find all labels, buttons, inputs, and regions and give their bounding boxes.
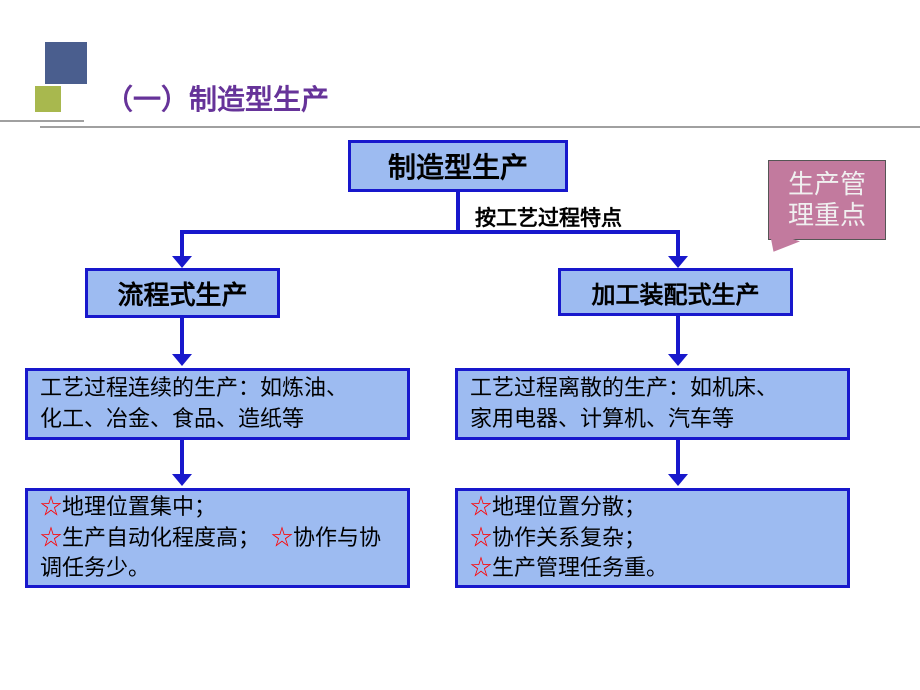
arrow-flow-desc-head (172, 354, 192, 366)
arrow-label: 按工艺过程特点 (475, 202, 622, 232)
assembly-desc-line1: 工艺过程离散的生产：如机床、 (470, 373, 835, 404)
title-line-main (40, 126, 920, 128)
split-horizontal (180, 230, 680, 234)
flow-desc-line2: 化工、冶金、食品、造纸等 (40, 404, 395, 435)
node-flow-label: 流程式生产 (117, 275, 247, 312)
arrow-assembly-points-head (668, 474, 688, 486)
arrow-flow-points (180, 440, 184, 476)
assembly-desc-line2: 家用电器、计算机、汽车等 (470, 404, 835, 435)
title-line-top (0, 120, 84, 122)
arrow-right-head (668, 256, 688, 268)
arrow-root-down (456, 192, 460, 232)
node-assembly-label: 加工装配式生产 (592, 275, 760, 310)
flow-desc-line1: 工艺过程连续的生产：如炼油、 (40, 373, 395, 404)
flow-points-content: ☆地理位置集中；☆生产自动化程度高； ☆协作与协调任务少。 (40, 492, 395, 584)
node-root-label: 制造型生产 (388, 146, 528, 186)
assembly-points-content: ☆地理位置分散；☆协作关系复杂；☆生产管理任务重。 (470, 492, 835, 584)
arrow-flow-points-head (172, 474, 192, 486)
node-flow-desc: 工艺过程连续的生产：如炼油、 化工、冶金、食品、造纸等 (25, 368, 410, 440)
callout-management-focus: 生产管 理重点 (768, 160, 886, 240)
arrow-right-down (676, 230, 680, 258)
arrow-flow-desc (180, 318, 184, 356)
node-assembly: 加工装配式生产 (558, 268, 793, 316)
node-root: 制造型生产 (348, 140, 568, 192)
arrow-assembly-desc-head (668, 354, 688, 366)
arrow-left-down (180, 230, 184, 258)
page-title: （一）制造型生产 (105, 78, 329, 118)
arrow-assembly-desc (676, 316, 680, 356)
arrow-left-head (172, 256, 192, 268)
node-flow: 流程式生产 (85, 268, 280, 318)
node-flow-points: ☆地理位置集中；☆生产自动化程度高； ☆协作与协调任务少。 (25, 488, 410, 588)
node-assembly-points: ☆地理位置分散；☆协作关系复杂；☆生产管理任务重。 (455, 488, 850, 588)
arrow-assembly-points (676, 440, 680, 476)
callout-line1: 生产管 (788, 169, 866, 200)
node-assembly-desc: 工艺过程离散的生产：如机床、 家用电器、计算机、汽车等 (455, 368, 850, 440)
callout-line2: 理重点 (788, 200, 866, 231)
